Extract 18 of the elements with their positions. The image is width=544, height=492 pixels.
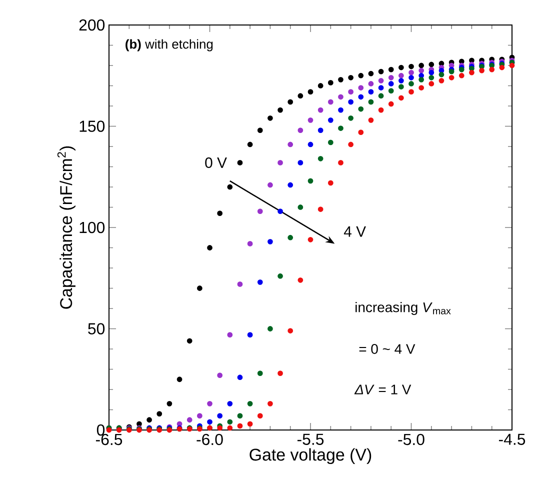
y-tick-label: 150 bbox=[80, 120, 105, 132]
annotation: 4 V bbox=[344, 226, 366, 237]
y-axis-title: Capacitance (nF/cm$^{2}$) bbox=[57, 146, 76, 309]
x-tick-label: -5.0 bbox=[398, 434, 424, 446]
x-tick-label: -6.0 bbox=[196, 434, 223, 446]
y-tick-label: 100 bbox=[80, 222, 105, 234]
y-tick-label: 50 bbox=[88, 323, 105, 334]
x-tick-label: -5.5 bbox=[297, 434, 324, 445]
x-tick-label: -6.5 bbox=[96, 434, 122, 446]
x-tick-label: -4.5 bbox=[498, 434, 526, 445]
annotation: ΔV = 1 V bbox=[354, 384, 412, 394]
annotation: (b) with etching bbox=[126, 39, 213, 52]
y-tick-label: 200 bbox=[79, 19, 105, 31]
y-tick-label: 0 bbox=[96, 424, 105, 436]
annotation: increasing V$_{max}$ bbox=[356, 302, 451, 315]
annotation: 0 V bbox=[205, 157, 227, 168]
x-axis-title: Gate voltage (V) bbox=[250, 448, 372, 464]
annotation: = 0 ~ 4 V bbox=[359, 344, 416, 354]
